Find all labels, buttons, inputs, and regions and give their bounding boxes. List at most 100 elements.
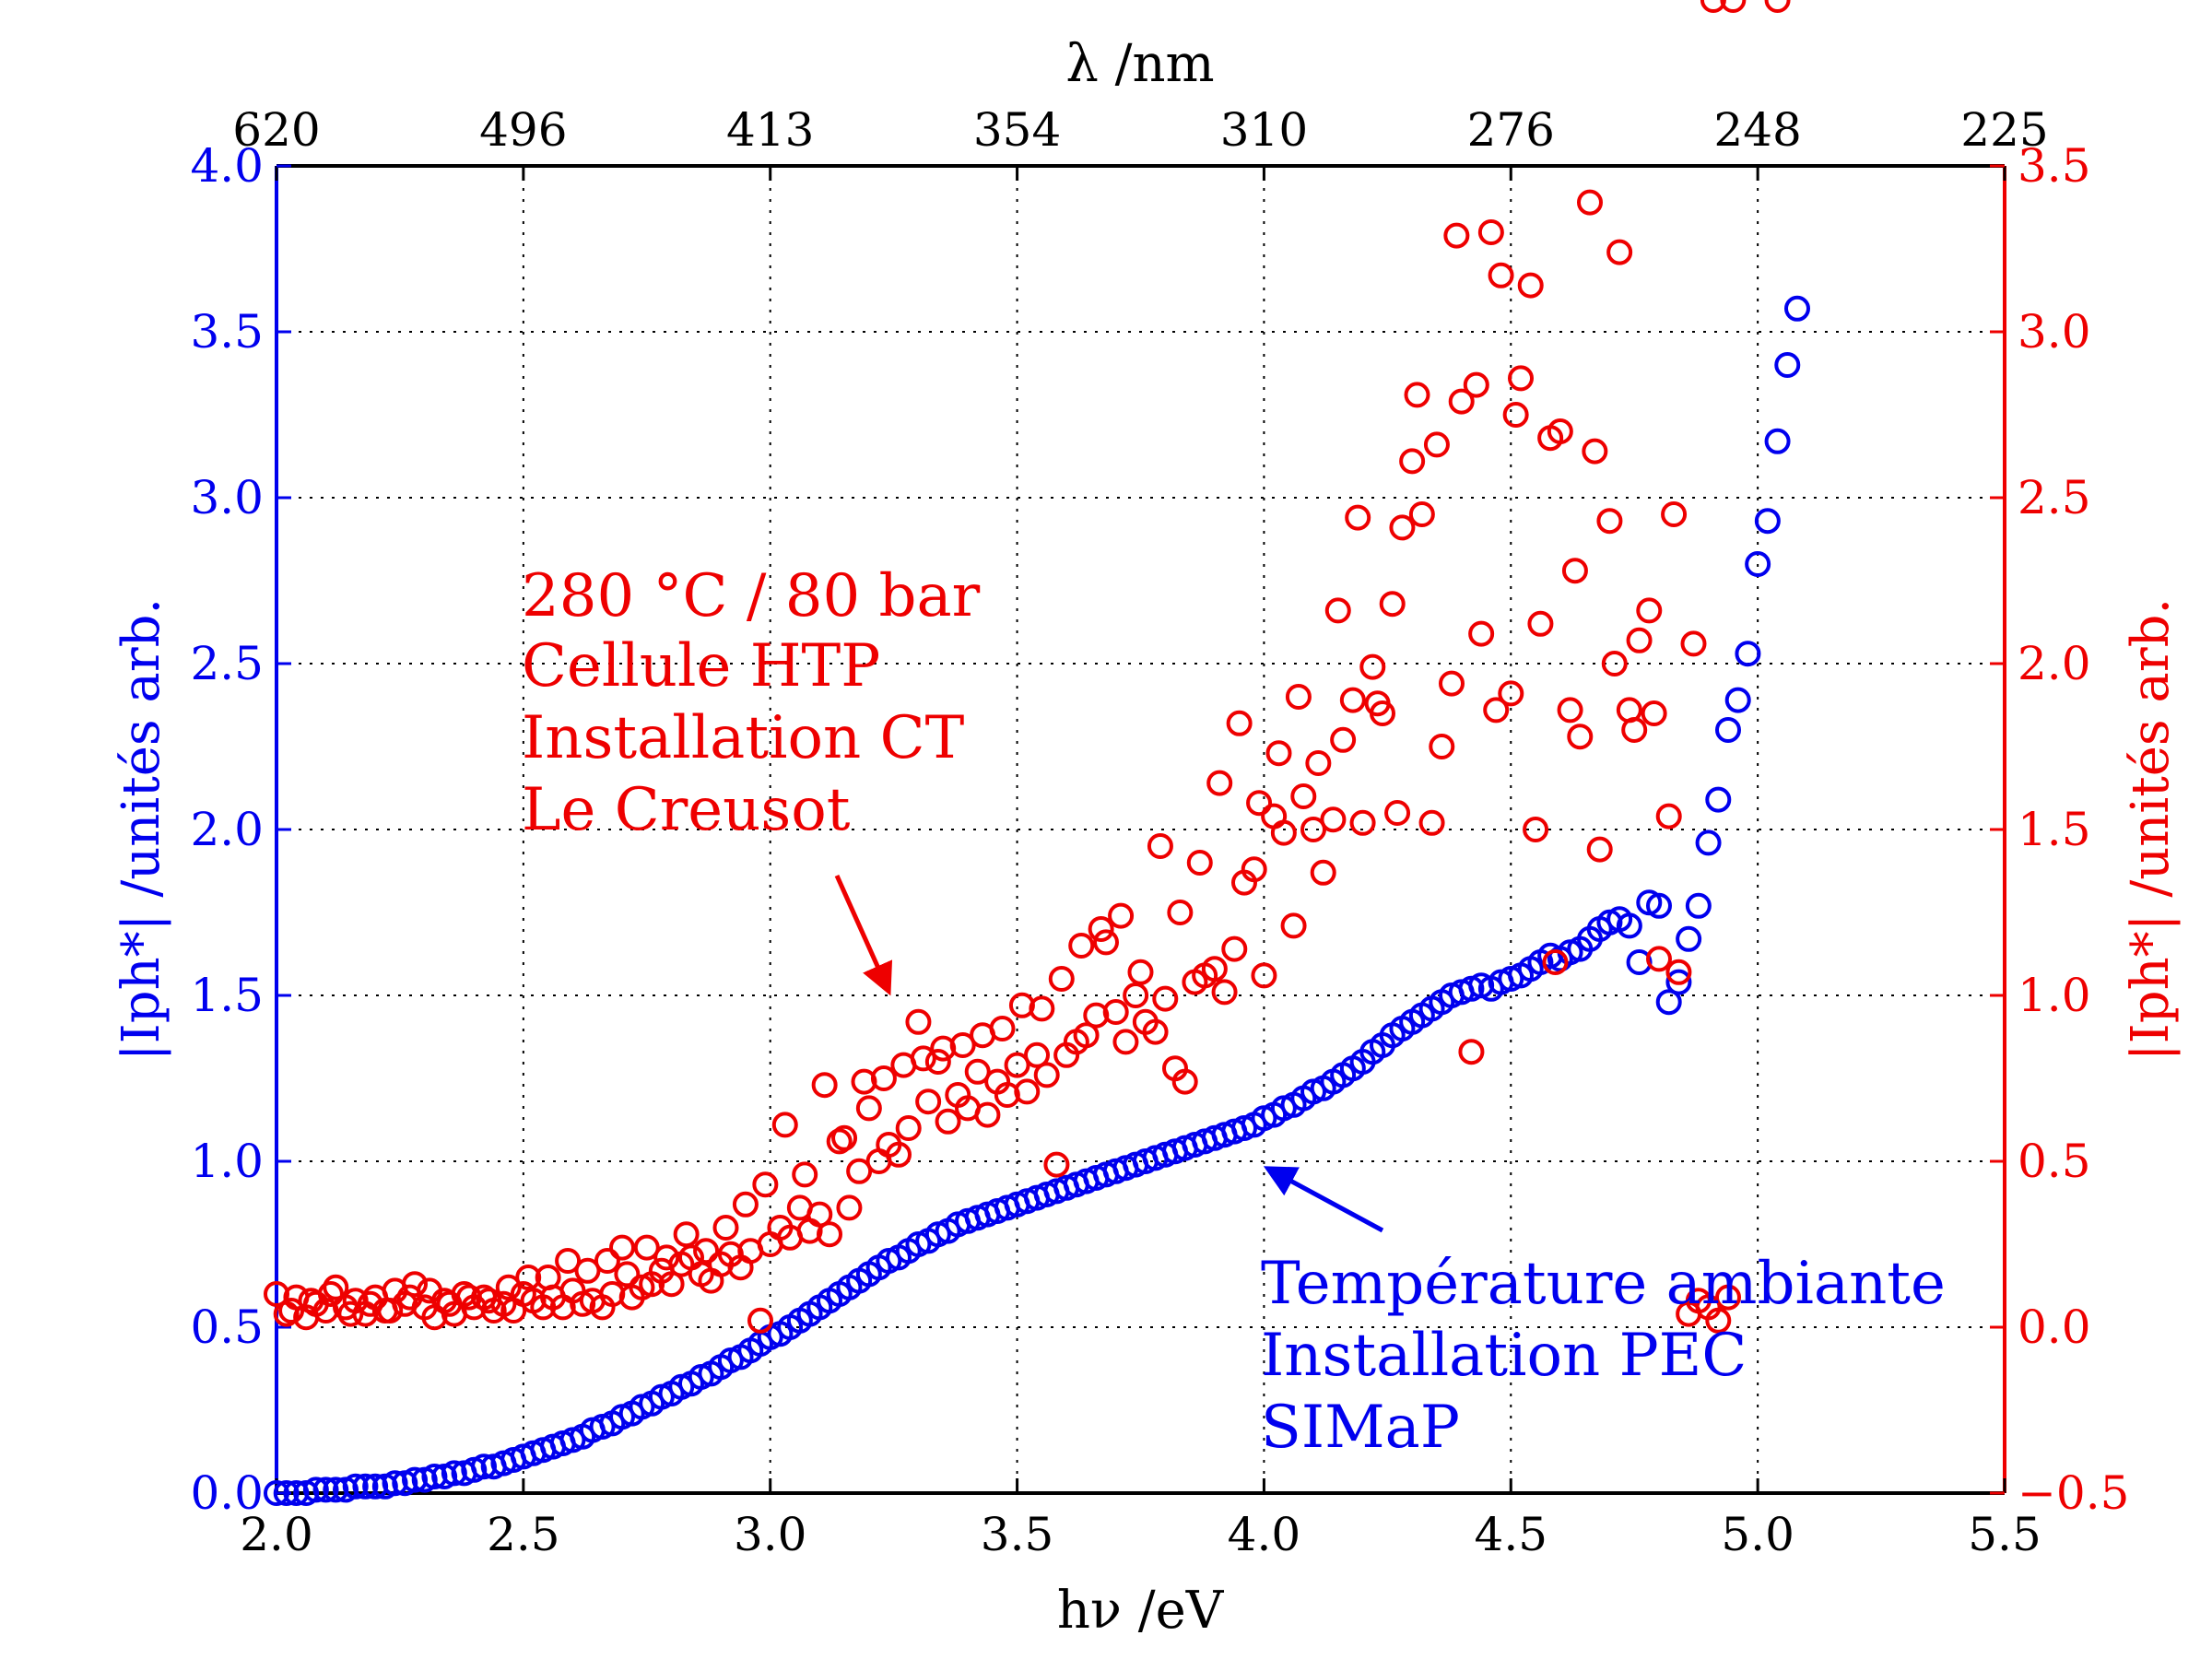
htp-point	[905, 1008, 932, 1035]
ambient-point	[1655, 989, 1682, 1016]
top-axis-title: λ /nm	[1065, 34, 1214, 94]
htp-point	[1364, 690, 1391, 717]
htp-point	[594, 1248, 620, 1274]
htp-point	[1241, 856, 1267, 883]
htp-point	[1423, 431, 1450, 458]
htp-point	[1443, 222, 1470, 249]
htp-point	[377, 1298, 404, 1324]
htp-point	[402, 1271, 428, 1298]
top-tick-label: 620	[232, 103, 320, 157]
htp-point	[1280, 912, 1307, 939]
htp-point	[1601, 651, 1628, 677]
red-annotation-line-1: 280 °C / 80 bar	[522, 562, 981, 630]
series-ambient	[264, 295, 1810, 1506]
htp-point	[1251, 962, 1277, 989]
htp-point	[1517, 272, 1544, 299]
ambient-point	[1764, 428, 1791, 454]
htp-point	[658, 1271, 685, 1298]
x-tick-label: 4.5	[1475, 1508, 1548, 1561]
htp-point	[989, 1016, 1016, 1041]
y-right-tick-label: 1.0	[2018, 969, 2091, 1022]
y-right-tick-label: 1.5	[2018, 803, 2091, 856]
htp-point	[1265, 740, 1292, 767]
ambient-point	[312, 1477, 339, 1503]
htp-point	[1305, 750, 1332, 776]
htp-point	[1004, 1052, 1030, 1078]
htp-point	[1123, 982, 1149, 1008]
htp-point	[1404, 382, 1430, 408]
htp-point	[1359, 653, 1386, 680]
htp-point	[673, 1221, 700, 1248]
htp-point	[337, 1300, 364, 1327]
htp-point	[495, 1274, 522, 1300]
htp-point	[1285, 684, 1312, 710]
y-right-tick-label: 2.5	[2018, 471, 2091, 524]
y-right-tick-label: 0.0	[2018, 1300, 2091, 1354]
x-tick-label: 2.0	[240, 1508, 313, 1561]
htp-point	[317, 1281, 344, 1307]
htp-point	[515, 1265, 542, 1290]
htp-point	[1483, 697, 1510, 724]
htp-point	[417, 1277, 443, 1304]
y-right-tick-label: 3.5	[2018, 139, 2091, 193]
htp-point	[1596, 508, 1623, 535]
htp-point	[1582, 438, 1608, 465]
htp-point	[1024, 1041, 1050, 1068]
htp-point	[811, 1072, 838, 1099]
ticks: 2.0 620 2.5 496 3.0 413 3.5 354 4.0 310 4.5 276 5.0 2…	[190, 103, 2129, 1561]
ambient-point	[1705, 786, 1732, 813]
htp-point	[1068, 933, 1095, 959]
htp-point	[535, 1265, 561, 1290]
htp-point	[1720, 0, 1747, 13]
ambient-point	[1616, 912, 1642, 939]
htp-point	[1577, 189, 1603, 216]
htp-point	[1206, 770, 1233, 796]
htp-point	[555, 1248, 582, 1274]
top-tick-label: 354	[973, 103, 1061, 157]
blue-annotation-arrow	[1263, 1166, 1384, 1233]
x-tick-label: 4.0	[1228, 1508, 1301, 1561]
y-left-tick-label: 0.5	[190, 1300, 264, 1354]
y-left-tick-label: 3.0	[190, 471, 264, 524]
htp-point	[1379, 591, 1406, 618]
htp-point	[771, 1112, 798, 1138]
htp-point	[1715, 1284, 1741, 1311]
y-left-tick-label: 0.0	[190, 1466, 264, 1520]
y-axis-left-title: |Iph*| /unités arb.	[112, 598, 171, 1061]
htp-point	[1508, 365, 1534, 392]
x-tick-label: 3.5	[981, 1508, 1054, 1561]
ambient-point	[1646, 892, 1672, 919]
htp-point	[1468, 620, 1495, 647]
top-tick-label: 248	[1713, 103, 1801, 157]
top-tick-label: 413	[726, 103, 814, 157]
series-htp	[264, 0, 1791, 1334]
red-annotation-line-4: Le Creusot	[522, 776, 851, 844]
y-left-tick-label: 4.0	[190, 139, 264, 193]
top-tick-label: 225	[1960, 103, 2048, 157]
htp-point	[693, 1238, 720, 1265]
htp-point	[1700, 0, 1726, 13]
htp-point	[747, 1307, 773, 1334]
ambient-point	[264, 1480, 289, 1506]
htp-point	[1567, 724, 1594, 750]
ambient-point	[1715, 717, 1741, 743]
blue-annotation-line-2: Installation PEC	[1261, 1322, 1747, 1390]
y-left-tick-label: 1.0	[190, 1135, 264, 1188]
htp-point	[836, 1194, 863, 1221]
htp-point	[1661, 501, 1688, 527]
htp-point	[1408, 501, 1435, 527]
red-annotation-line-3: Installation CT	[522, 704, 965, 772]
htp-point	[1557, 697, 1583, 724]
htp-point	[806, 1201, 833, 1228]
htp-point	[1152, 985, 1179, 1012]
htp-point	[1488, 262, 1514, 288]
htp-point	[1339, 687, 1366, 713]
htp-point	[1349, 809, 1376, 836]
htp-point	[826, 1128, 853, 1155]
y-left-tick-label: 2.0	[190, 803, 264, 856]
blue-annotation: Température ambiante Installation PEC SI…	[1261, 1166, 1946, 1462]
htp-point	[1680, 630, 1707, 657]
htp-point	[1093, 929, 1119, 956]
htp-point	[949, 1032, 976, 1058]
